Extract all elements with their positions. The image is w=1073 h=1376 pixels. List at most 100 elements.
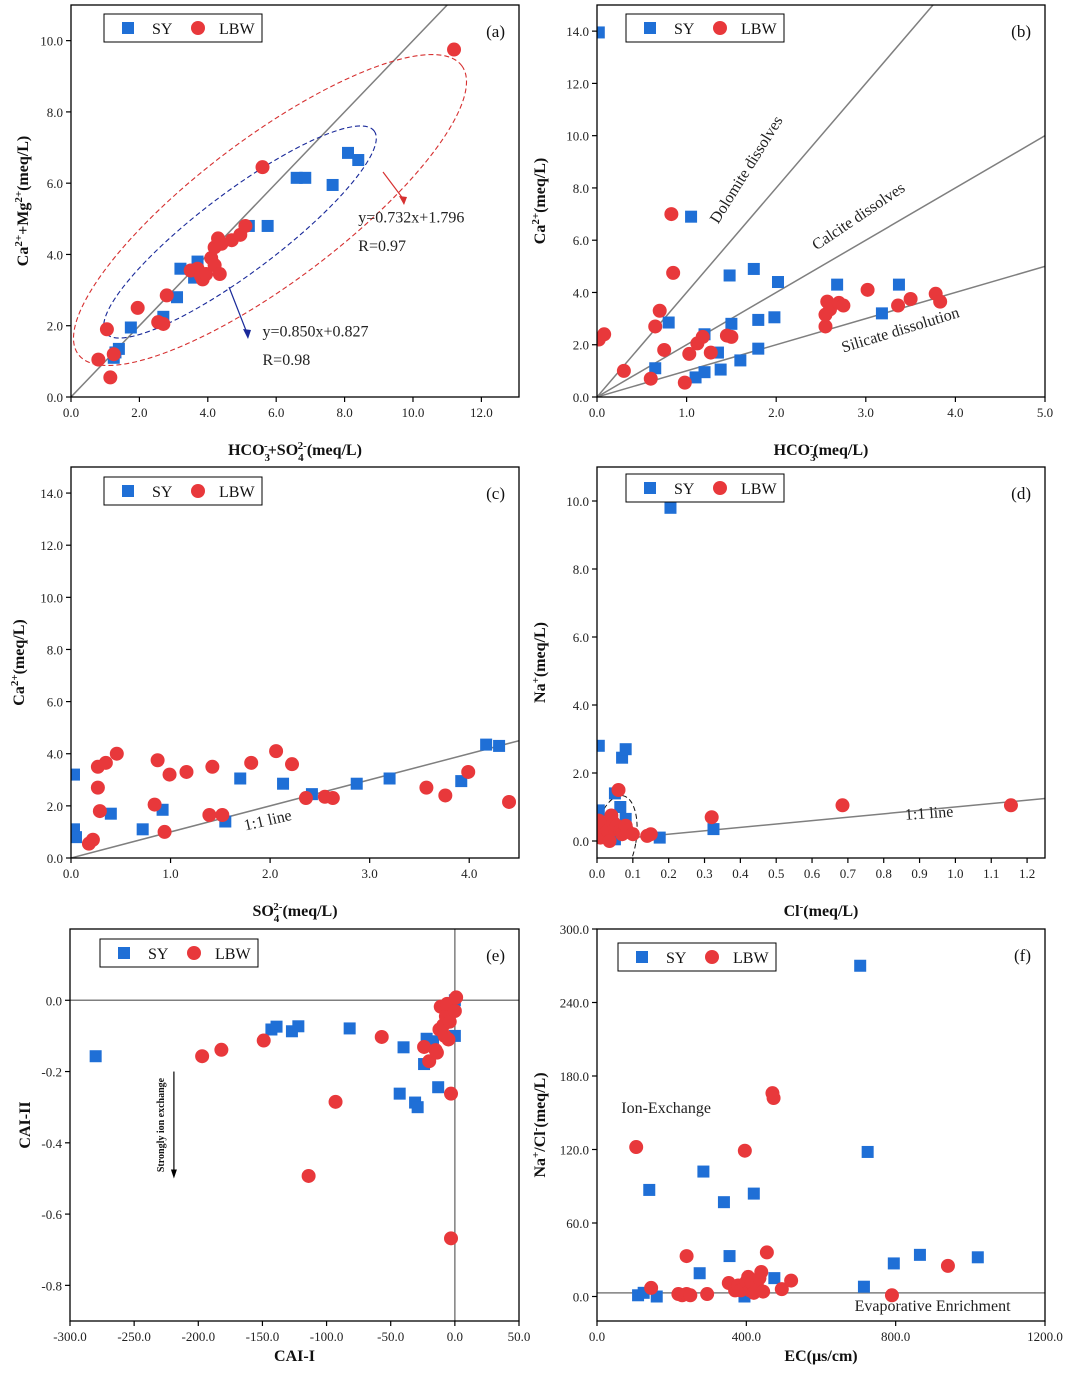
y-axis-title: Na+(meq/L) <box>530 622 549 703</box>
y-tick-label: 10.0 <box>40 590 63 605</box>
sy-data-point <box>664 501 677 514</box>
sy-data-point <box>913 1248 926 1261</box>
annotation-text: y=0.732x+1.796 <box>358 209 464 226</box>
lbw-data-point <box>940 1258 955 1273</box>
lbw-data-point <box>106 347 121 362</box>
arrowhead-icon <box>170 1169 177 1179</box>
lbw-data-point <box>130 300 145 315</box>
x-tick-label: -200.0 <box>181 1329 215 1344</box>
reference-line <box>597 135 1045 397</box>
lbw-data-point <box>657 342 672 357</box>
lbw-data-point <box>903 292 918 306</box>
sy-data-point <box>752 342 765 355</box>
series-lbw <box>195 990 464 1246</box>
lbw-data-point <box>156 316 171 331</box>
y-tick-label: 6.0 <box>573 630 589 645</box>
legend-label-lbw: LBW <box>733 950 769 967</box>
legend-square-icon <box>636 951 648 963</box>
x-tick-label: 1.0 <box>678 405 694 420</box>
legend: SY LBW <box>103 476 263 506</box>
lbw-data-point <box>683 1288 698 1303</box>
legend-label-lbw: LBW <box>741 481 777 498</box>
sy-data-point <box>857 1280 870 1293</box>
cluster-ellipse <box>597 795 638 858</box>
y-tick-label: 8.0 <box>573 181 589 196</box>
sy-data-point <box>71 768 80 781</box>
y-tick-label: -0.6 <box>41 1207 62 1222</box>
lbw-data-point <box>447 42 462 57</box>
lbw-data-point <box>695 329 710 344</box>
lbw-data-point <box>884 1288 899 1303</box>
sy-data-point <box>124 321 137 334</box>
x-tick-label: 0.8 <box>876 866 892 881</box>
lbw-data-point <box>285 757 300 772</box>
plot-frame <box>70 4 520 398</box>
plot-area <box>71 5 468 397</box>
reference-line <box>71 5 449 397</box>
sy-data-point <box>768 1272 781 1285</box>
lbw-data-point <box>597 327 612 342</box>
lbw-data-point <box>704 810 719 825</box>
panel-label: (a) <box>486 22 505 41</box>
lbw-data-point <box>215 807 230 822</box>
y-tick-label: 4.0 <box>573 285 589 300</box>
annotation-text: Dolomite dissolves <box>707 113 787 226</box>
panel-label: (e) <box>486 946 505 965</box>
lbw-data-point <box>438 788 453 803</box>
sy-data-point <box>725 317 738 330</box>
x-tick-label: -100.0 <box>310 1329 344 1344</box>
lbw-arrowhead-icon <box>399 196 407 205</box>
lbw-data-point <box>91 352 106 367</box>
panel-d: 0.0 0.1 0.2 0.3 0.4 0.5 0.6 0.7 0.8 0.9 1.0 1.1 1.2 0… <box>530 466 1046 920</box>
y-tick-label: 0.0 <box>46 993 62 1008</box>
legend-label-lbw: LBW <box>219 484 255 501</box>
y-tick-label: 10.0 <box>40 34 63 49</box>
y-tick-label: 6.0 <box>47 695 63 710</box>
lbw-data-point <box>85 832 100 847</box>
lbw-data-point <box>643 827 658 842</box>
legend: SY LBW <box>625 13 785 43</box>
x-axis-title: CAI-I <box>274 1348 315 1365</box>
x-tick-label: 1200.0 <box>1027 1329 1063 1344</box>
sy-data-point <box>831 278 844 291</box>
sy-data-point <box>234 772 247 785</box>
x-tick-label: 0.0 <box>589 1329 605 1344</box>
series-lbw <box>597 207 948 390</box>
sy-data-point <box>292 1020 305 1033</box>
sy-data-point <box>174 262 187 275</box>
lbw-data-point <box>625 827 640 842</box>
sy-data-point <box>747 1187 760 1200</box>
x-tick-label: 1.0 <box>162 866 178 881</box>
x-axis-title: HCO3-+SO42-(meq/L) <box>228 440 362 464</box>
plot-area <box>597 5 1045 397</box>
sy-data-point <box>717 1196 730 1209</box>
x-tick-label: 10.0 <box>402 405 425 420</box>
sy-data-point <box>662 316 675 329</box>
legend-label-sy: SY <box>666 950 687 967</box>
sy-data-point <box>693 1267 706 1280</box>
x-tick-label: 800.0 <box>881 1329 910 1344</box>
lbw-data-point <box>836 298 851 313</box>
x-tick-label: 1.0 <box>947 866 963 881</box>
lbw-data-point <box>461 764 476 779</box>
plot-area <box>70 929 519 1321</box>
y-tick-label: 8.0 <box>47 105 63 120</box>
sy-data-point <box>714 363 727 376</box>
reference-line <box>597 797 1045 842</box>
series-sy <box>597 26 905 384</box>
series-sy <box>71 738 506 844</box>
plot-area <box>71 738 519 858</box>
sy-data-point <box>350 777 363 790</box>
sy-data-point <box>326 178 339 191</box>
legend-circle-icon <box>713 21 727 35</box>
panel-label: (c) <box>486 484 505 503</box>
x-axis-title: SO42-(meq/L) <box>252 901 337 925</box>
x-tick-label: 0.3 <box>696 866 712 881</box>
x-tick-label: 2.0 <box>768 405 784 420</box>
series-sy <box>597 501 720 846</box>
x-tick-label: 3.0 <box>362 866 378 881</box>
lbw-data-point <box>199 267 214 282</box>
lbw-data-point <box>441 1032 456 1047</box>
legend-circle-icon <box>187 946 201 960</box>
lbw-data-point <box>860 282 875 297</box>
